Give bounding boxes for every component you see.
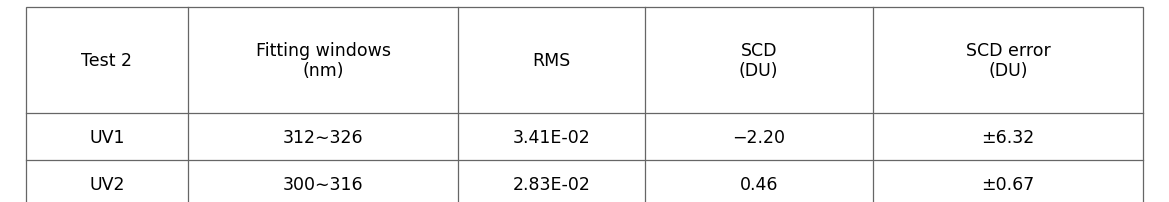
Text: ±0.67: ±0.67 bbox=[982, 175, 1035, 193]
Text: 2.83E-02: 2.83E-02 bbox=[512, 175, 590, 193]
Text: SCD error
(DU): SCD error (DU) bbox=[966, 41, 1051, 80]
Text: 0.46: 0.46 bbox=[740, 175, 779, 193]
Text: −2.20: −2.20 bbox=[732, 128, 786, 146]
Text: 312∼326: 312∼326 bbox=[283, 128, 364, 146]
Text: Test 2: Test 2 bbox=[82, 52, 132, 69]
Text: UV1: UV1 bbox=[89, 128, 125, 146]
Text: UV2: UV2 bbox=[89, 175, 125, 193]
Text: 3.41E-02: 3.41E-02 bbox=[512, 128, 590, 146]
Text: Fitting windows
(nm): Fitting windows (nm) bbox=[256, 41, 390, 80]
Text: SCD
(DU): SCD (DU) bbox=[739, 41, 779, 80]
Text: RMS: RMS bbox=[532, 52, 570, 69]
Text: 300∼316: 300∼316 bbox=[283, 175, 364, 193]
Text: ±6.32: ±6.32 bbox=[982, 128, 1035, 146]
